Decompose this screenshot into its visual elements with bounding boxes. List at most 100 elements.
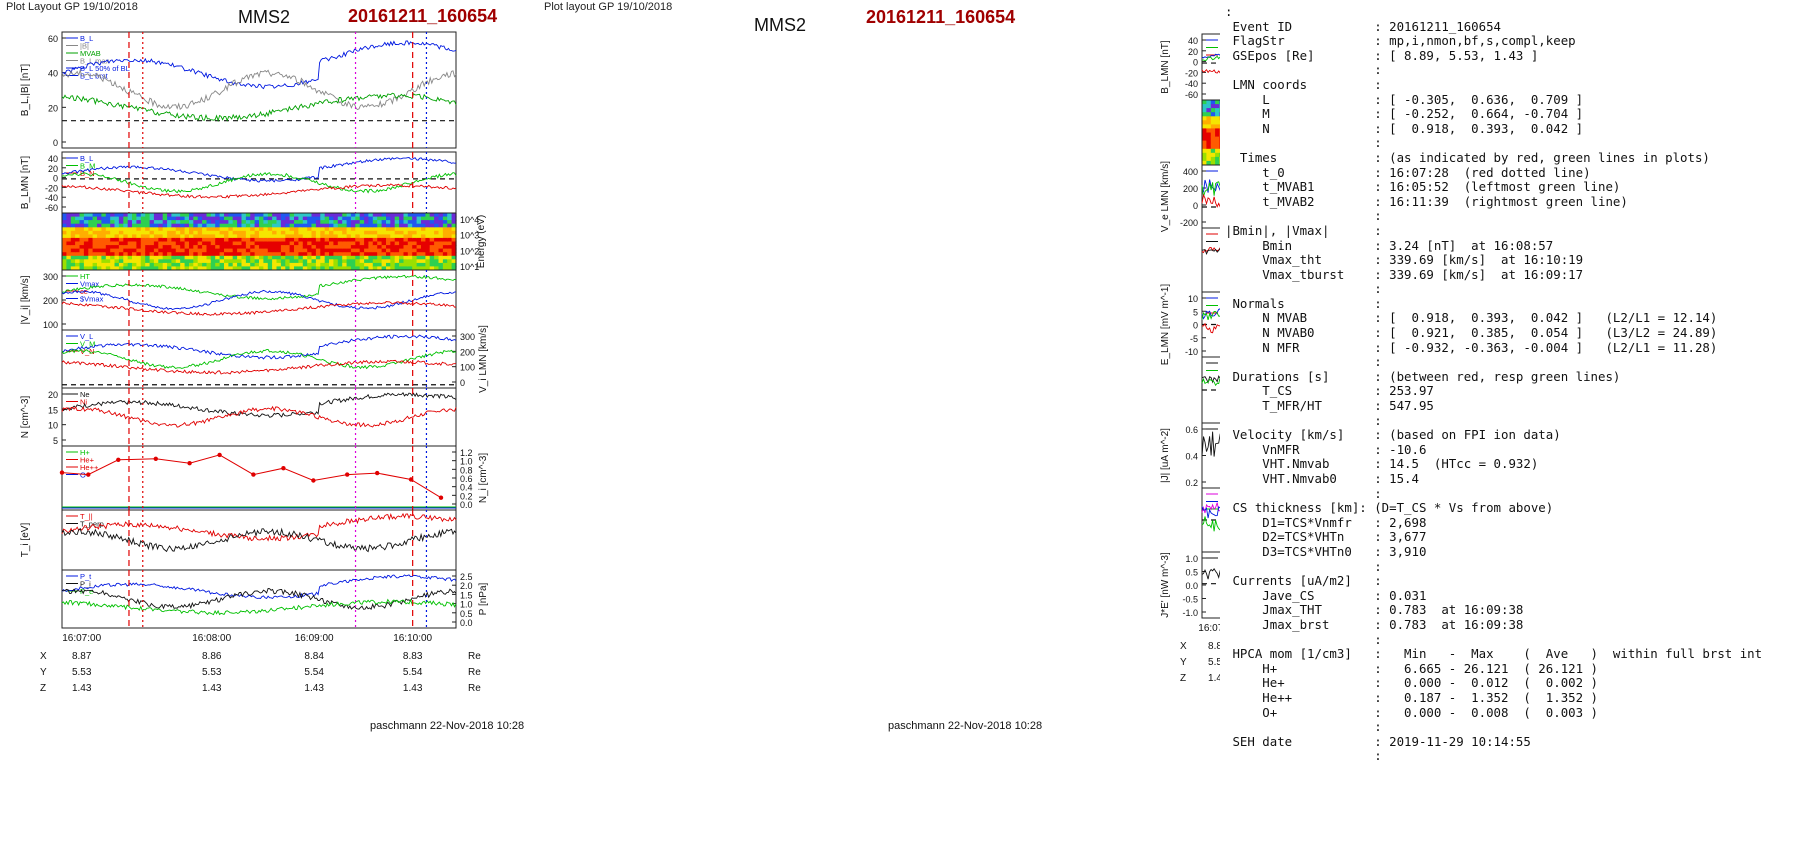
- heatmap-cell: [451, 245, 457, 250]
- info-line: Vmax_tht : 339.69 [km/s] at 16:10:19: [1225, 253, 1584, 268]
- heatmap-cell: [83, 252, 89, 257]
- panel-frame: [61, 31, 457, 149]
- data-point: [86, 472, 91, 477]
- heatmap-cell: [245, 248, 251, 253]
- heatmap-cell: [451, 237, 457, 243]
- heatmap-cell: [394, 230, 400, 235]
- heatmap-cell: [337, 216, 343, 221]
- heatmap-cell: [1206, 152, 1212, 158]
- heatmap-cell: [162, 245, 168, 250]
- heatmap-cell: [311, 213, 317, 218]
- heatmap-cell: [62, 252, 67, 257]
- heatmap-cell: [434, 266, 440, 271]
- heatmap-cell: [105, 234, 111, 239]
- legend-label: V_M: [80, 340, 95, 349]
- heatmap-cell: [75, 216, 81, 221]
- heatmap-cell: [263, 252, 269, 257]
- heatmap-cell: [447, 220, 453, 225]
- info-line: FlagStr : mp,i,nmon,bf,s,compl,keep: [1225, 34, 1576, 49]
- heatmap-cell: [272, 245, 278, 250]
- info-line: D2=TCS*VHTn : 3,677: [1225, 530, 1427, 545]
- heatmap-cell: [184, 241, 190, 246]
- heatmap-cell: [399, 220, 405, 225]
- heatmap-cell: [83, 245, 89, 250]
- pos-value: 1.43: [1208, 673, 1220, 684]
- heatmap-cell: [149, 248, 155, 253]
- heatmap-cell: [92, 220, 98, 225]
- heatmap-cell: [381, 262, 387, 268]
- heatmap-cell: [180, 230, 186, 235]
- heatmap-cell: [307, 252, 313, 257]
- heatmap-cell: [184, 266, 190, 271]
- heatmap-cell: [127, 252, 133, 257]
- heatmap-cell: [267, 223, 273, 228]
- heatmap-cell: [92, 227, 98, 232]
- heatmap-cell: [193, 237, 199, 243]
- heatmap-cell: [421, 227, 426, 232]
- series-line: [61, 598, 457, 616]
- heatmap-cell: [114, 227, 120, 232]
- heatmap-cell: [101, 230, 107, 235]
- heatmap-cell: [70, 255, 76, 260]
- heatmap-cell: [302, 255, 308, 260]
- heatmap-cell: [289, 262, 295, 268]
- x-tick-label: 16:10:00: [393, 633, 432, 644]
- heatmap-cell: [232, 241, 238, 246]
- heatmap-cell: [175, 262, 181, 268]
- y-axis-label: N_i [cm^-3]: [478, 453, 489, 503]
- heatmap-cell: [228, 237, 234, 243]
- heatmap-cell: [83, 262, 89, 268]
- heatmap-cell: [346, 245, 352, 250]
- heatmap-cell: [105, 252, 111, 257]
- heatmap-cell: [285, 241, 291, 246]
- heatmap-cell: [228, 230, 234, 235]
- info-line: |Bmin|, |Vmax| :: [1225, 223, 1382, 238]
- heatmap-cell: [210, 227, 216, 232]
- heatmap-cell: [79, 245, 85, 250]
- heatmap-cell: [254, 216, 260, 221]
- heatmap-cell: [132, 227, 137, 232]
- heatmap-cell: [158, 223, 164, 228]
- heatmap-cell: [372, 252, 378, 257]
- heatmap-cell: [386, 255, 391, 260]
- heatmap-cell: [79, 248, 85, 253]
- heatmap-cell: [259, 216, 264, 221]
- heatmap-cell: [263, 241, 269, 246]
- heatmap-cell: [83, 213, 89, 218]
- heatmap-cell: [451, 248, 457, 253]
- heatmap-cell: [158, 237, 164, 243]
- heatmap-cell: [390, 230, 396, 235]
- heatmap-cell: [118, 266, 124, 271]
- heatmap-cell: [118, 216, 124, 221]
- heatmap-cell: [381, 213, 387, 218]
- heatmap-cell: [180, 227, 186, 232]
- heatmap-cell: [145, 223, 151, 228]
- heatmap-cell: [1206, 156, 1212, 162]
- heatmap-cell: [390, 248, 396, 253]
- heatmap-cell: [276, 227, 282, 232]
- heatmap-cell: [149, 262, 155, 268]
- heatmap-cell: [294, 237, 299, 243]
- heatmap-cell: [123, 216, 129, 221]
- heatmap-cell: [88, 213, 94, 218]
- heatmap-cell: [1210, 144, 1216, 150]
- heatmap-cell: [425, 220, 431, 225]
- heatmap-cell: [237, 216, 243, 221]
- heatmap-cell: [368, 241, 374, 246]
- heatmap-cell: [412, 252, 418, 257]
- heatmap-cell: [355, 230, 361, 235]
- heatmap-cell: [75, 252, 81, 257]
- heatmap-cell: [140, 266, 146, 271]
- heatmap-cell: [329, 230, 334, 235]
- heatmap-cell: [267, 259, 273, 264]
- heatmap-cell: [337, 266, 343, 271]
- heatmap-cell: [75, 227, 81, 232]
- heatmap-cell: [202, 230, 208, 235]
- heatmap-cell: [447, 213, 453, 218]
- heatmap-cell: [434, 234, 440, 239]
- heatmap-cell: [228, 266, 234, 271]
- heatmap-cell: [118, 234, 124, 239]
- heatmap-cell: [372, 241, 378, 246]
- heatmap-cell: [92, 223, 98, 228]
